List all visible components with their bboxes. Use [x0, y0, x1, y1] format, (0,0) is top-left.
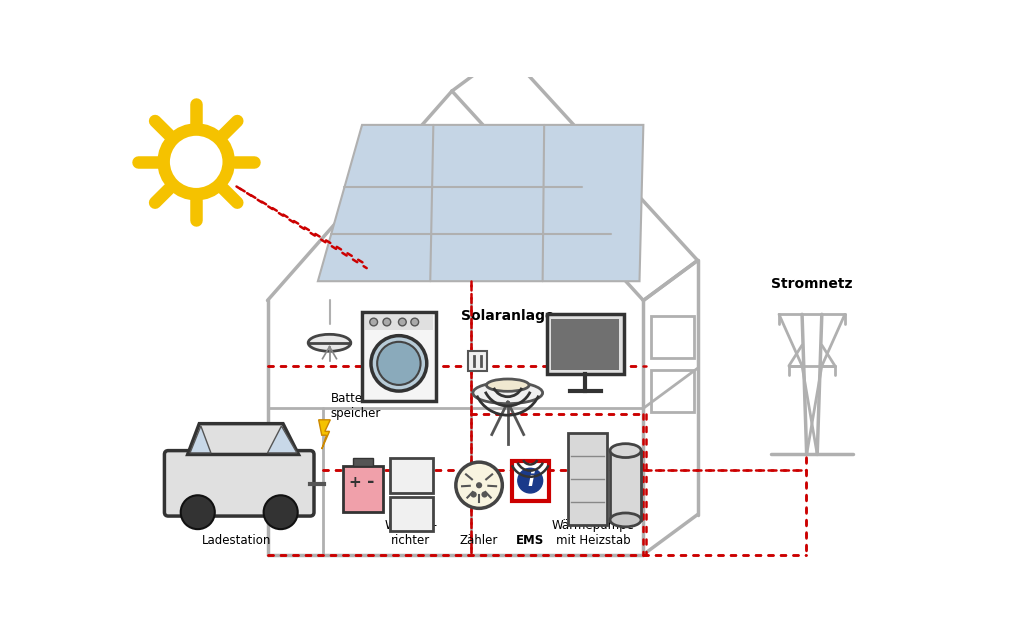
Ellipse shape	[473, 382, 543, 404]
Circle shape	[370, 318, 378, 326]
Circle shape	[411, 318, 419, 326]
Text: Batterie-
speicher: Batterie- speicher	[331, 392, 383, 420]
Text: Solaranlage: Solaranlage	[461, 309, 555, 323]
Circle shape	[377, 342, 421, 385]
Polygon shape	[190, 426, 211, 453]
Polygon shape	[267, 426, 297, 453]
Ellipse shape	[308, 334, 351, 351]
Text: EMS: EMS	[516, 534, 545, 547]
Circle shape	[398, 318, 407, 326]
Bar	[343, 466, 383, 512]
Bar	[568, 433, 607, 525]
Bar	[390, 458, 432, 493]
Text: +: +	[348, 475, 361, 490]
Circle shape	[456, 462, 503, 509]
Ellipse shape	[486, 379, 529, 392]
Text: Ladestation: Ladestation	[202, 534, 271, 547]
Circle shape	[180, 495, 215, 529]
Circle shape	[383, 318, 391, 326]
Circle shape	[263, 495, 298, 529]
Circle shape	[476, 482, 482, 488]
Polygon shape	[317, 125, 643, 281]
Bar	[551, 319, 620, 370]
Bar	[651, 316, 693, 358]
Circle shape	[471, 491, 477, 498]
Bar	[390, 497, 432, 532]
Text: Zähler: Zähler	[460, 534, 499, 547]
Text: i: i	[527, 471, 534, 490]
Circle shape	[518, 468, 543, 493]
Bar	[512, 460, 549, 501]
Ellipse shape	[610, 513, 641, 527]
Text: -: -	[368, 473, 375, 491]
Polygon shape	[187, 424, 299, 455]
Bar	[362, 312, 435, 401]
Polygon shape	[318, 420, 331, 449]
FancyBboxPatch shape	[165, 451, 314, 516]
Bar	[468, 351, 486, 371]
Ellipse shape	[610, 444, 641, 458]
Bar	[547, 314, 624, 374]
Circle shape	[371, 336, 427, 391]
Text: Wechsel-
richter: Wechsel- richter	[384, 519, 437, 547]
Bar	[352, 458, 373, 466]
Circle shape	[481, 491, 487, 498]
Bar	[651, 370, 693, 412]
Text: Wärmepumpe
mit Heizstab: Wärmepumpe mit Heizstab	[552, 519, 635, 547]
Text: Stromnetz: Stromnetz	[771, 277, 852, 291]
Bar	[366, 315, 432, 331]
Bar	[610, 451, 641, 520]
